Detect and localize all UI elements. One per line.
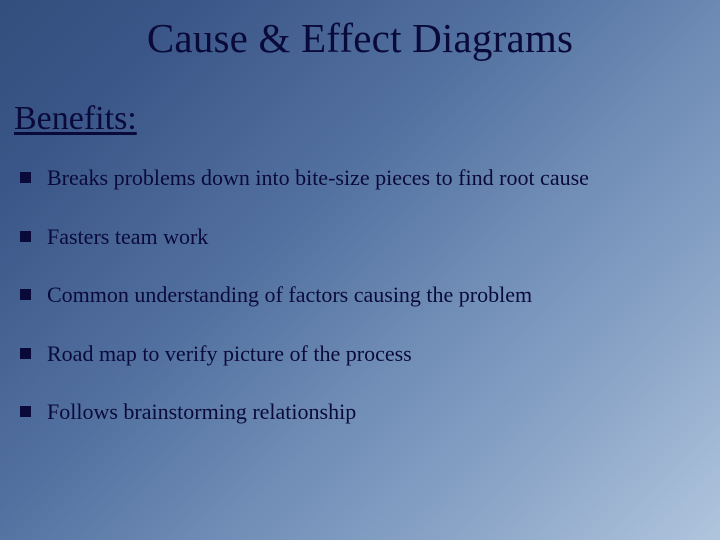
list-item: Fasters team work	[20, 223, 696, 251]
list-item: Follows brainstorming relationship	[20, 398, 696, 426]
list-item-text: Breaks problems down into bite-size piec…	[47, 164, 589, 192]
slide: Cause & Effect Diagrams Benefits: Breaks…	[0, 0, 720, 540]
square-bullet-icon	[20, 348, 31, 359]
list-item: Breaks problems down into bite-size piec…	[20, 164, 696, 192]
square-bullet-icon	[20, 172, 31, 183]
slide-title: Cause & Effect Diagrams	[0, 14, 720, 62]
slide-subtitle: Benefits:	[14, 100, 137, 138]
list-item: Common understanding of factors causing …	[20, 281, 696, 309]
square-bullet-icon	[20, 406, 31, 417]
list-item: Road map to verify picture of the proces…	[20, 340, 696, 368]
square-bullet-icon	[20, 289, 31, 300]
list-item-text: Road map to verify picture of the proces…	[47, 340, 412, 368]
bullet-list: Breaks problems down into bite-size piec…	[20, 164, 696, 457]
list-item-text: Fasters team work	[47, 223, 208, 251]
square-bullet-icon	[20, 231, 31, 242]
list-item-text: Follows brainstorming relationship	[47, 398, 356, 426]
list-item-text: Common understanding of factors causing …	[47, 281, 532, 309]
